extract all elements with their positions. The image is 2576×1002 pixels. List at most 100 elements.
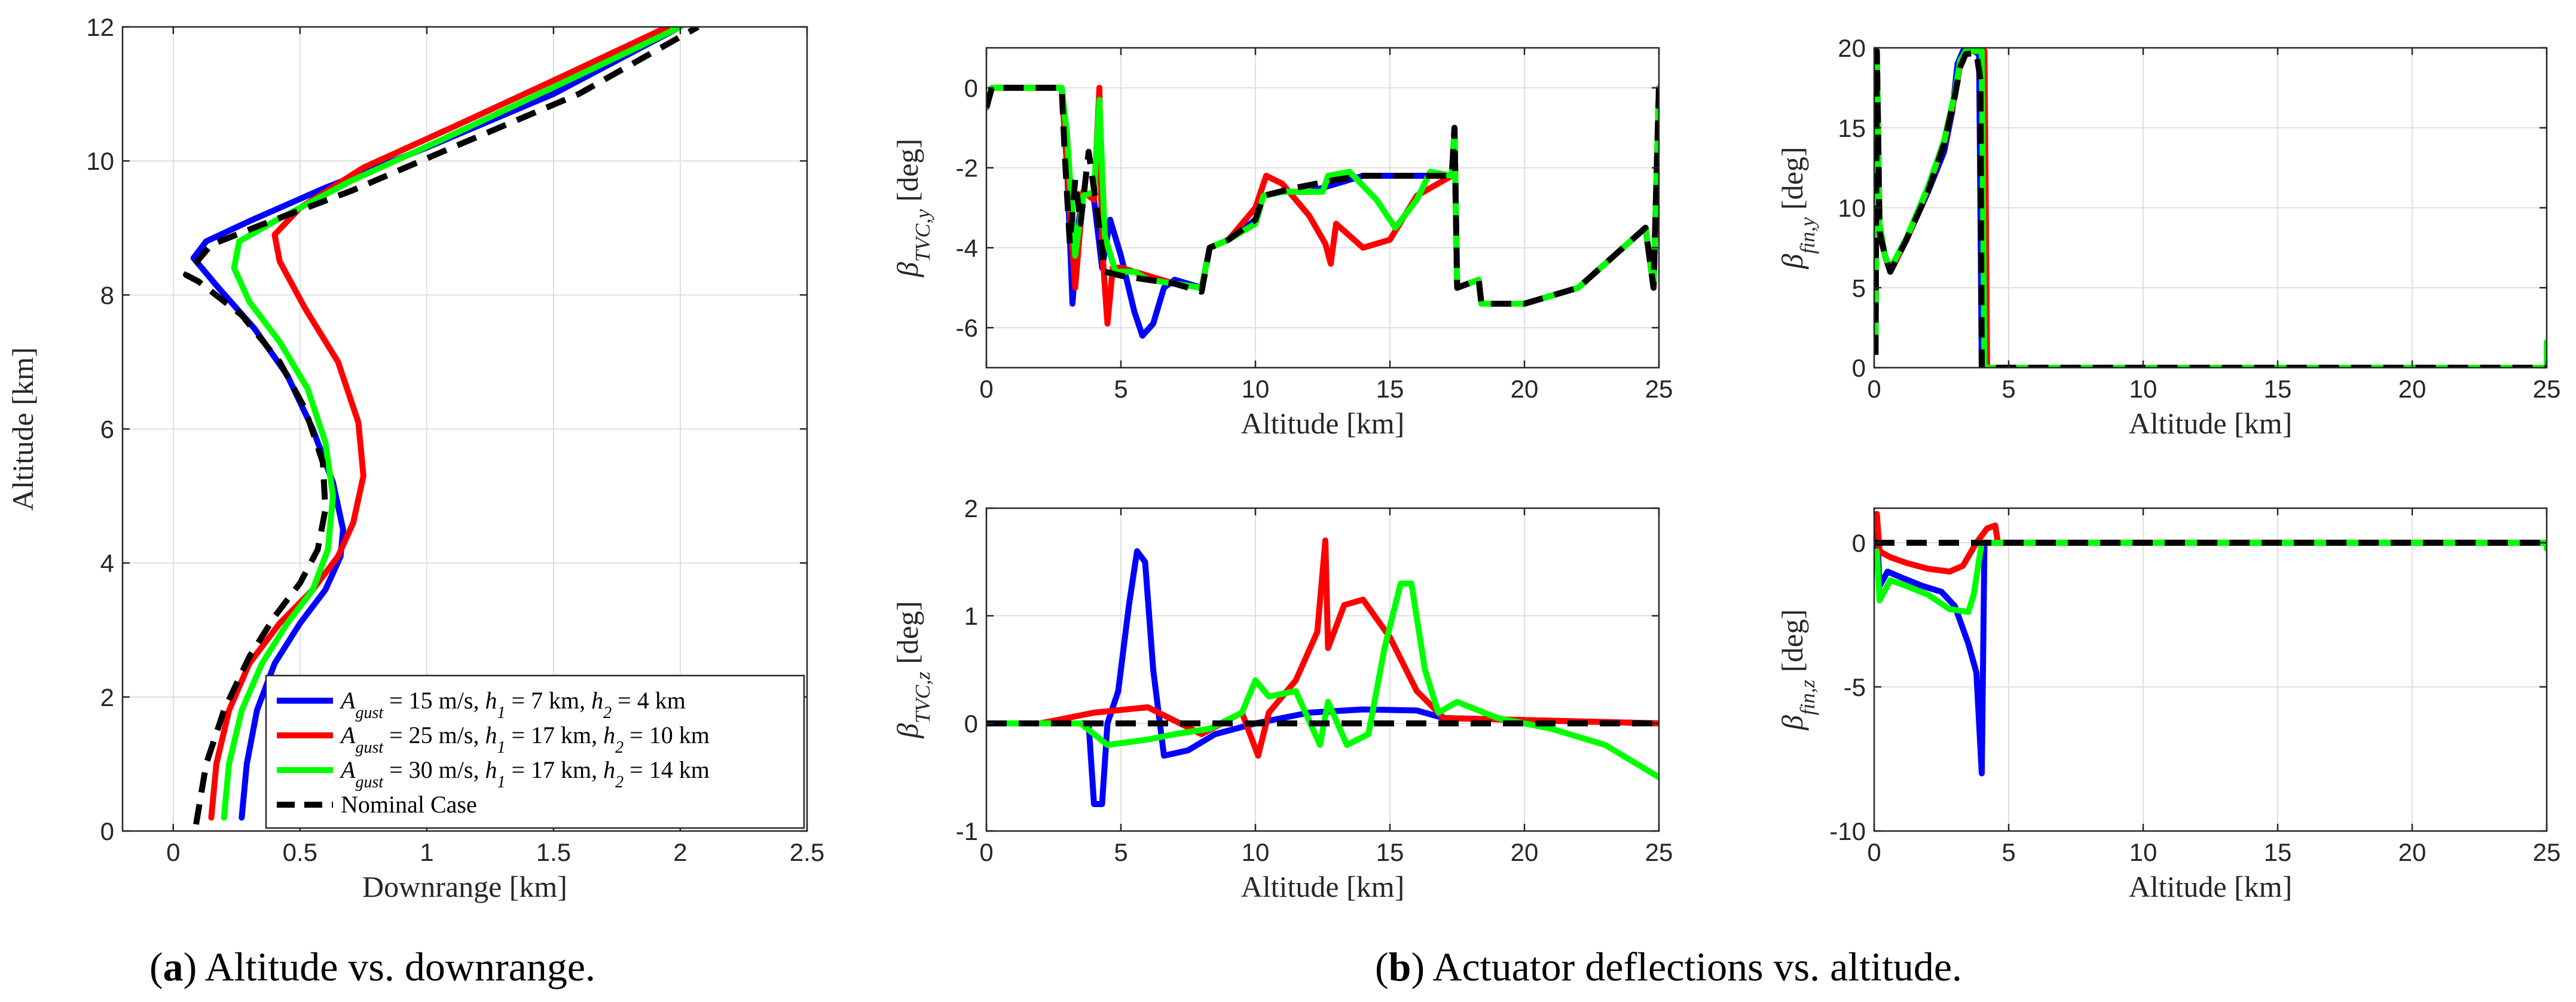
y-axis-label-part: β xyxy=(891,723,924,739)
legend-entry-part: gust xyxy=(355,704,384,722)
legend-entry-part: 2 xyxy=(615,773,624,792)
legend-entry-part: A xyxy=(339,756,356,783)
axes-box xyxy=(1873,507,2548,832)
y-tick-label: 2 xyxy=(100,683,114,711)
series-line-green xyxy=(221,27,683,821)
x-tick-label: 10 xyxy=(1242,375,1270,403)
x-tick-label: 5 xyxy=(2001,838,2015,866)
series-line-red xyxy=(1874,511,2547,575)
series-group xyxy=(986,84,1659,339)
x-tick-label: 5 xyxy=(1114,838,1127,866)
y-axis-label: βTVC,y [deg] xyxy=(891,139,934,277)
y-tick-label: 15 xyxy=(1838,114,1866,142)
y-tick-label: 10 xyxy=(86,147,114,175)
x-tick-label: 2 xyxy=(673,838,687,866)
y-axis-label: βfin,y [deg] xyxy=(1776,146,1819,269)
x-tick-label: 5 xyxy=(2001,375,2015,403)
legend-entry-part: h xyxy=(485,722,497,749)
legend-entry-part: h xyxy=(485,756,497,783)
y-tick-label: 0 xyxy=(100,817,114,845)
legend-entry: Agust = 25 m/s, h1 = 17 km, h2 = 10 km xyxy=(339,722,710,757)
y-axis-label: βTVC,z [deg] xyxy=(891,601,934,738)
series-line-black xyxy=(1874,48,2547,368)
x-tick-label: 0 xyxy=(1867,838,1881,866)
y-tick-label: 4 xyxy=(100,549,114,578)
series-group xyxy=(1874,48,2547,368)
legend-entry-part: A xyxy=(339,687,356,714)
x-tick-label: 15 xyxy=(2264,375,2292,403)
legend-entry-part: = 17 km, xyxy=(505,722,603,749)
x-tick-label: 2.5 xyxy=(790,838,824,866)
legend-entry-part: h xyxy=(485,687,497,714)
y-tick-label: 10 xyxy=(1838,194,1866,222)
y-axis-label-part: TVC,z xyxy=(911,671,934,723)
y-axis-label-part: [deg] xyxy=(891,601,924,671)
x-tick-label: 20 xyxy=(2398,375,2427,403)
y-axis-label-part: [deg] xyxy=(1776,146,1809,217)
chart-fin_y: 0 5 10 15 20 25 0 5 10 15 20 Altitude [km] βfin,y [d… xyxy=(1776,34,2560,440)
x-tick-label: 25 xyxy=(2533,375,2561,403)
legend-entry-part: h xyxy=(603,756,615,783)
x-axis-label: Altitude [km] xyxy=(2129,870,2293,903)
series-group xyxy=(986,537,1659,807)
legend-entry: Nominal Case xyxy=(341,791,477,818)
legend-entry-part: h xyxy=(603,722,615,749)
x-tick-label: 10 xyxy=(2129,375,2158,403)
legend-entry-part: = 30 m/s, xyxy=(383,756,485,783)
y-axis-label-part: [deg] xyxy=(891,139,924,209)
caption-b-letter: b xyxy=(1389,944,1411,989)
y-tick-label: 0 xyxy=(1852,529,1866,557)
legend-entry: Agust = 15 m/s, h1 = 7 km, h2 = 4 km xyxy=(339,687,686,722)
axes-box xyxy=(985,47,1660,369)
legend-entry-part: 1 xyxy=(497,704,505,722)
legend-entry-part: = 14 km xyxy=(624,756,710,783)
caption-a-letter: a xyxy=(163,944,184,989)
y-tick-label: 2 xyxy=(964,494,978,523)
legend-entry-part: = 4 km xyxy=(612,687,686,714)
y-tick-label: -6 xyxy=(956,314,978,342)
y-axis-label-part: fin,y xyxy=(1796,217,1819,254)
legend-entry-part: = 7 km, xyxy=(505,687,591,714)
x-tick-label: 20 xyxy=(2398,838,2427,866)
x-tick-label: 0 xyxy=(979,375,993,403)
x-axis-label: Altitude [km] xyxy=(2129,407,2293,440)
x-tick-label: 15 xyxy=(1376,838,1404,866)
y-axis-label-part: β xyxy=(891,262,924,277)
legend: Agust = 15 m/s, h1 = 7 km, h2 = 4 kmAgus… xyxy=(265,674,805,829)
y-tick-label: -1 xyxy=(956,817,978,845)
legend-entry-part: 2 xyxy=(615,738,624,757)
series-line-blue xyxy=(986,548,1659,807)
y-tick-label: -10 xyxy=(1829,817,1866,845)
y-axis-label-part: [deg] xyxy=(1776,609,1809,680)
legend-entry-part: gust xyxy=(355,773,384,792)
x-tick-label: 0 xyxy=(166,838,180,866)
x-tick-label: 1.5 xyxy=(536,838,571,866)
legend-entry-part: 1 xyxy=(497,738,505,757)
legend-entry-part: 2 xyxy=(603,704,612,722)
y-tick-label: 0 xyxy=(964,74,978,102)
x-axis-label: Downrange [km] xyxy=(362,870,567,903)
legend-entry-part: A xyxy=(339,722,356,749)
legend-entry-part: h xyxy=(591,687,603,714)
x-tick-label: 25 xyxy=(2533,838,2561,866)
y-tick-label: 0 xyxy=(964,710,978,738)
x-tick-label: 0.5 xyxy=(283,838,317,866)
x-tick-label: 15 xyxy=(2264,838,2292,866)
legend-entry-part: = 15 m/s, xyxy=(383,687,485,714)
x-tick-label: 25 xyxy=(1645,375,1673,403)
x-tick-label: 10 xyxy=(1242,838,1270,866)
caption-a: (a) Altitude vs. downrange. xyxy=(149,944,595,989)
legend-entry: Agust = 30 m/s, h1 = 17 km, h2 = 14 km xyxy=(339,756,710,792)
x-tick-label: 0 xyxy=(1867,375,1881,403)
x-tick-label: 20 xyxy=(1511,375,1539,403)
x-tick-label: 0 xyxy=(979,838,993,866)
y-axis-label-part: fin,z xyxy=(1796,680,1819,716)
y-tick-label: 20 xyxy=(1838,34,1866,62)
y-tick-label: 5 xyxy=(1852,274,1866,302)
y-tick-label: 12 xyxy=(86,13,114,41)
legend-entry-part: 1 xyxy=(497,773,505,792)
legend-entry-part: Nominal Case xyxy=(341,791,477,818)
